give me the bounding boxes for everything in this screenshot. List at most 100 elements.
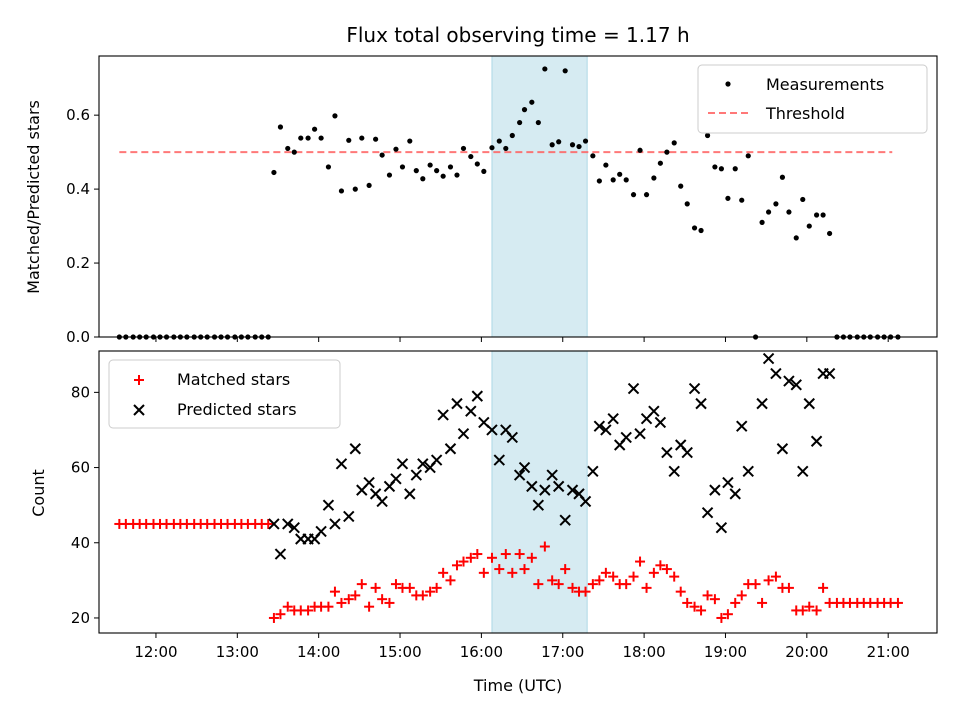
predicted-point <box>329 518 341 530</box>
measurement-point <box>521 107 528 113</box>
predicted-point <box>513 469 526 481</box>
bottom-predicted-points <box>268 352 836 560</box>
measurement-point <box>359 135 365 141</box>
top-axes-frame <box>98 55 938 338</box>
measurement-point <box>678 183 684 189</box>
measurement-point <box>671 140 677 146</box>
matched-point <box>263 518 274 529</box>
matched-point <box>628 571 639 582</box>
measurement-point <box>529 99 535 105</box>
measurement-point <box>434 168 440 174</box>
legend-matched-label: Matched stars <box>177 370 290 389</box>
measurement-point <box>489 145 495 151</box>
measurement-point <box>447 164 454 170</box>
measurement-point <box>643 192 650 198</box>
y-tick-label: 40 <box>71 534 90 552</box>
measurement-point <box>503 145 509 152</box>
measurement-point <box>684 201 690 207</box>
matched-point <box>303 605 314 616</box>
predicted-point <box>430 454 443 466</box>
y-tick-label: 60 <box>71 459 90 477</box>
predicted-point <box>363 476 375 489</box>
matched-point <box>364 601 375 612</box>
bottom-panel: 12:00 13:00 14:00 15:00 16:00 17:00 18:00 19:00… <box>29 350 938 695</box>
predicted-point <box>709 484 721 496</box>
predicted-point <box>493 454 505 466</box>
predicted-point <box>349 443 361 455</box>
y-tick-label: 80 <box>71 383 90 401</box>
matched-point <box>519 564 530 575</box>
predicted-point <box>471 390 484 402</box>
measurement-point <box>346 137 352 143</box>
matched-point <box>797 605 808 616</box>
measurement-point <box>582 138 589 144</box>
predicted-point <box>444 443 457 455</box>
top-panel: Flux total observing time = 1.17 h 0.00.… <box>24 23 938 346</box>
matched-point <box>560 564 571 575</box>
x-tick-label: 14:00 <box>297 643 340 661</box>
measurement-point <box>773 201 779 207</box>
x-tick-label: 18:00 <box>622 643 665 661</box>
top-legend-box <box>697 64 928 134</box>
measurement-point <box>542 66 548 72</box>
measurement-point <box>549 142 555 148</box>
measurement-point <box>745 153 751 159</box>
matched-point <box>438 567 449 578</box>
predicted-point <box>282 518 294 530</box>
predicted-point <box>742 465 754 478</box>
top-y-ticks: 0.0 0.2 0.4 0.6 <box>66 106 99 346</box>
measurement-point <box>806 223 812 229</box>
predicted-point <box>729 488 741 500</box>
measurement-point <box>651 175 657 181</box>
measurement-point <box>630 192 637 198</box>
predicted-point <box>668 465 680 478</box>
predicted-point <box>627 382 640 395</box>
x-tick-label: 19:00 <box>704 643 747 661</box>
y-tick-label: 0.4 <box>66 180 90 198</box>
matched-point <box>716 612 727 623</box>
predicted-point <box>376 495 388 508</box>
measurement-point <box>556 139 562 145</box>
matched-point <box>275 609 286 620</box>
measurement-point <box>617 171 623 177</box>
measurement-point <box>460 145 467 152</box>
matched-point <box>445 575 456 586</box>
matched-point <box>356 579 367 590</box>
measurement-point <box>793 235 799 241</box>
matched-point <box>533 579 544 590</box>
measurement-point <box>786 209 792 215</box>
chart-title: Flux total observing time = 1.17 h <box>346 23 689 47</box>
bottom-y-axis-label: Count <box>29 469 48 517</box>
matched-point <box>804 601 815 612</box>
predicted-point <box>566 484 579 496</box>
measurement-point <box>657 160 663 166</box>
matched-point <box>722 609 733 620</box>
matched-point <box>547 575 558 586</box>
top-y-axis-label: Matched/Predicted stars <box>24 100 43 294</box>
matched-point <box>323 601 334 612</box>
matched-point <box>507 567 518 578</box>
measurement-point <box>352 186 358 192</box>
predicted-point <box>634 428 646 440</box>
matched-point <box>702 590 713 601</box>
matched-point <box>661 564 672 575</box>
predicted-point <box>404 488 416 500</box>
predicted-point <box>396 458 409 470</box>
measurement-point <box>813 212 820 218</box>
predicted-point <box>539 484 551 496</box>
matched-point <box>500 549 511 560</box>
matched-point <box>594 575 605 586</box>
predicted-point <box>552 480 565 493</box>
predicted-point <box>274 548 287 560</box>
predicted-point <box>661 446 673 459</box>
matched-point <box>621 579 632 590</box>
legend-measurements-label: Measurements <box>766 75 884 94</box>
measurement-point <box>691 225 698 231</box>
predicted-point <box>715 522 728 534</box>
matched-point <box>635 556 646 567</box>
measurement-point <box>569 142 576 148</box>
predicted-point <box>654 416 667 429</box>
matched-point <box>451 560 462 571</box>
y-tick-label: 0.6 <box>66 106 90 124</box>
